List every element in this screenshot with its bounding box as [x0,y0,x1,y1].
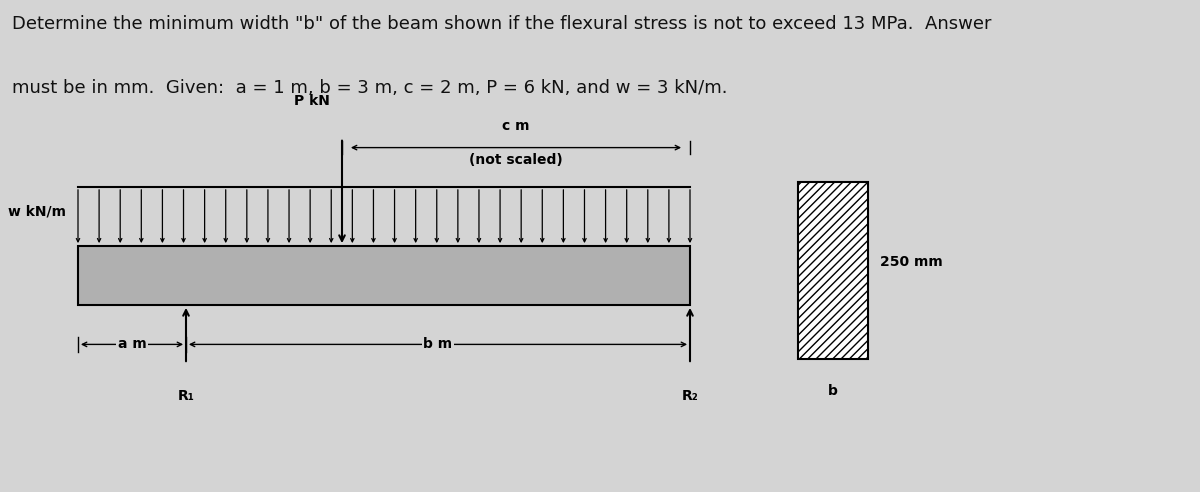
Text: b: b [828,384,838,398]
Text: P kN: P kN [294,94,330,108]
Bar [78,246,690,305]
Text: R₁: R₁ [178,389,194,402]
Text: R₂: R₂ [682,389,698,402]
Text: (not scaled): (not scaled) [469,153,563,166]
Text: must be in mm.  Given:  a = 1 m, b = 3 m, c = 2 m, P = 6 kN, and w = 3 kN/m.: must be in mm. Given: a = 1 m, b = 3 m, … [12,79,727,97]
Text: Determine the minimum width "b" of the beam shown if the flexural stress is not : Determine the minimum width "b" of the b… [12,15,991,33]
Text: b m: b m [424,337,452,351]
Text: w kN/m: w kN/m [8,205,66,218]
Text: c m: c m [503,119,529,133]
Text: 250 mm: 250 mm [880,255,942,269]
Text: a m: a m [118,337,146,351]
Bar [798,182,868,359]
